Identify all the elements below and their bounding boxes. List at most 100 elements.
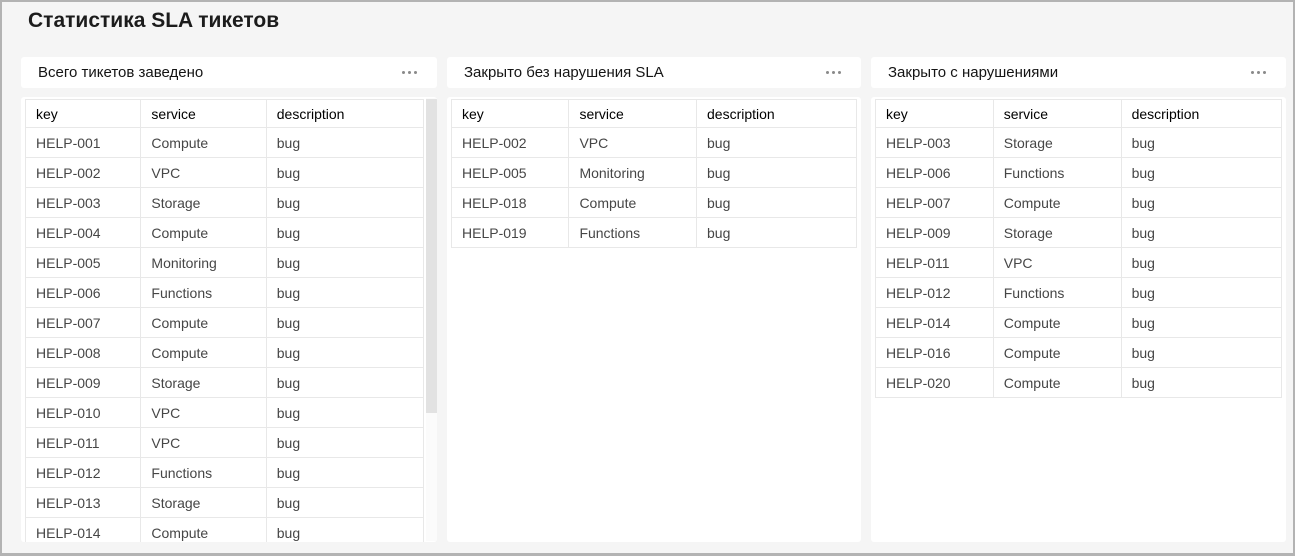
cell-description: bug [265, 487, 425, 518]
cell-service: Compute [140, 307, 267, 338]
ellipsis-menu-icon[interactable] [400, 67, 419, 78]
cell-description: bug [265, 277, 425, 308]
cell-key: HELP-018 [450, 187, 570, 218]
table-widget: key service description HELP-001 Compute… [21, 97, 437, 542]
cell-key: HELP-011 [24, 427, 142, 458]
table-row: HELP-005 Monitoring bug [24, 247, 425, 278]
table-row: HELP-011 VPC bug [24, 427, 425, 458]
cell-description: bug [265, 457, 425, 488]
cell-description: bug [265, 187, 425, 218]
cell-description: bug [265, 367, 425, 398]
cell-service: Functions [140, 457, 267, 488]
cell-description: bug [696, 217, 857, 248]
cell-key: HELP-007 [875, 187, 994, 218]
cell-description: bug [265, 397, 425, 428]
cell-service: Storage [992, 217, 1122, 248]
cell-description: bug [1120, 247, 1283, 278]
table-widget: key service description HELP-002 VPC bug [447, 97, 861, 542]
column-header-service: service [140, 99, 267, 128]
table-row: HELP-009 Storage bug [875, 217, 1283, 248]
widget-header: Всего тикетов заведено [21, 57, 437, 88]
table-row: HELP-002 VPC bug [450, 127, 857, 158]
cell-key: HELP-006 [875, 157, 994, 188]
cell-service: Monitoring [140, 247, 267, 278]
cell-service: Storage [140, 367, 267, 398]
cell-description: bug [265, 427, 425, 458]
table-row: HELP-003 Storage bug [875, 127, 1283, 158]
cell-description: bug [696, 157, 857, 188]
cell-description: bug [265, 247, 425, 278]
cell-key: HELP-001 [24, 127, 142, 158]
vertical-scrollbar[interactable] [426, 98, 437, 541]
cell-key: HELP-012 [24, 457, 142, 488]
column-header-description: description [1120, 99, 1283, 128]
cell-key: HELP-002 [24, 157, 142, 188]
cell-key: HELP-002 [450, 127, 570, 158]
ellipsis-menu-icon[interactable] [824, 67, 843, 78]
widget-closed-without-violation: Закрыто без нарушения SLA key service de… [447, 57, 861, 542]
cell-description: bug [265, 217, 425, 248]
cell-description: bug [265, 157, 425, 188]
cell-key: HELP-016 [875, 337, 994, 368]
cell-key: HELP-003 [875, 127, 994, 158]
cell-key: HELP-020 [875, 367, 994, 398]
table-row: HELP-012 Functions bug [875, 277, 1283, 308]
table-row: HELP-020 Compute bug [875, 367, 1283, 398]
table-row: HELP-006 Functions bug [24, 277, 425, 308]
column-header-description: description [265, 99, 425, 128]
cell-service: Functions [992, 157, 1122, 188]
table-header-row: key service description [450, 99, 857, 128]
cell-description: bug [1120, 277, 1283, 308]
cell-key: HELP-011 [875, 247, 994, 278]
table-row: HELP-007 Compute bug [24, 307, 425, 338]
tickets-table: key service description HELP-003 Storage… [875, 99, 1283, 398]
widget-title: Всего тикетов заведено [38, 64, 204, 81]
cell-key: HELP-004 [24, 217, 142, 248]
widget-header: Закрыто с нарушениями [871, 57, 1286, 88]
table-row: HELP-012 Functions bug [24, 457, 425, 488]
scrollbar-thumb[interactable] [426, 99, 437, 413]
widget-header: Закрыто без нарушения SLA [447, 57, 861, 88]
cell-key: HELP-010 [24, 397, 142, 428]
cell-service: Storage [140, 187, 267, 218]
cell-service: VPC [140, 427, 267, 458]
table-row: HELP-003 Storage bug [24, 187, 425, 218]
cell-key: HELP-014 [24, 517, 142, 542]
column-header-service: service [568, 99, 697, 128]
cell-service: VPC [992, 247, 1122, 278]
table-row: HELP-010 VPC bug [24, 397, 425, 428]
cell-description: bug [1120, 367, 1283, 398]
cell-description: bug [696, 127, 857, 158]
cell-description: bug [265, 337, 425, 368]
cell-key: HELP-008 [24, 337, 142, 368]
cell-description: bug [1120, 157, 1283, 188]
table-row: HELP-014 Compute bug [24, 517, 425, 542]
cell-key: HELP-005 [24, 247, 142, 278]
cell-key: HELP-006 [24, 277, 142, 308]
cell-description: bug [1120, 127, 1283, 158]
column-header-description: description [696, 99, 857, 128]
cell-service: Functions [992, 277, 1122, 308]
cell-service: Compute [140, 337, 267, 368]
cell-key: HELP-009 [875, 217, 994, 248]
cell-service: Compute [992, 337, 1122, 368]
page-title: Статистика SLA тикетов [28, 9, 280, 32]
cell-service: VPC [568, 127, 697, 158]
table-row: HELP-019 Functions bug [450, 217, 857, 248]
table-header-row: key service description [24, 99, 425, 128]
cell-service: VPC [140, 397, 267, 428]
widget-title: Закрыто с нарушениями [888, 64, 1059, 81]
table-row: HELP-009 Storage bug [24, 367, 425, 398]
column-header-key: key [450, 99, 570, 128]
ellipsis-menu-icon[interactable] [1249, 67, 1268, 78]
cell-service: Compute [992, 307, 1122, 338]
cell-description: bug [696, 187, 857, 218]
cell-service: Compute [140, 217, 267, 248]
table-row: HELP-005 Monitoring bug [450, 157, 857, 188]
table-row: HELP-008 Compute bug [24, 337, 425, 368]
cell-service: Functions [568, 217, 697, 248]
column-header-key: key [875, 99, 994, 128]
cell-description: bug [1120, 337, 1283, 368]
cell-service: VPC [140, 157, 267, 188]
